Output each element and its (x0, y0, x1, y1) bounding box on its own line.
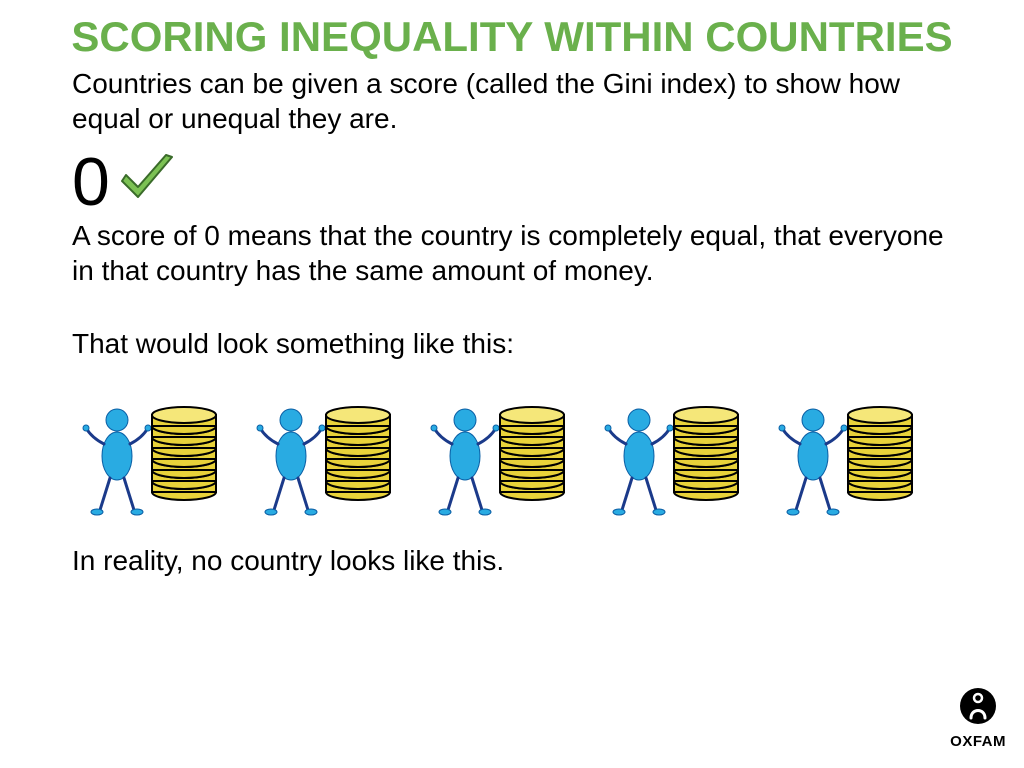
page-title: SCORING INEQUALITY WITHIN COUNTRIES (0, 0, 1024, 60)
reality-text: In reality, no country looks like this. (0, 521, 1024, 578)
score-row: 0 (0, 136, 1024, 216)
oxfam-logo-text: OXFAM (950, 733, 1006, 750)
checkmark-icon (116, 151, 178, 214)
figures-row (0, 361, 1024, 521)
coin-stack-icon (146, 403, 222, 521)
person-icon (604, 406, 674, 521)
figure-unit (256, 403, 396, 521)
figure-unit (82, 403, 222, 521)
intro-text: Countries can be given a score (called t… (0, 60, 1024, 136)
person-icon (430, 406, 500, 521)
score-zero: 0 (72, 148, 110, 216)
figure-unit (778, 403, 918, 521)
figure-unit (430, 403, 570, 521)
look-text: That would look something like this: (0, 288, 1024, 361)
coin-stack-icon (494, 403, 570, 521)
score-description: A score of 0 means that the country is c… (0, 216, 1024, 288)
oxfam-logo-icon (958, 686, 998, 726)
figure-unit (604, 403, 744, 521)
coin-stack-icon (668, 403, 744, 521)
person-icon (778, 406, 848, 521)
coin-stack-icon (842, 403, 918, 521)
person-icon (82, 406, 152, 521)
oxfam-logo: OXFAM (950, 686, 1006, 750)
person-icon (256, 406, 326, 521)
coin-stack-icon (320, 403, 396, 521)
